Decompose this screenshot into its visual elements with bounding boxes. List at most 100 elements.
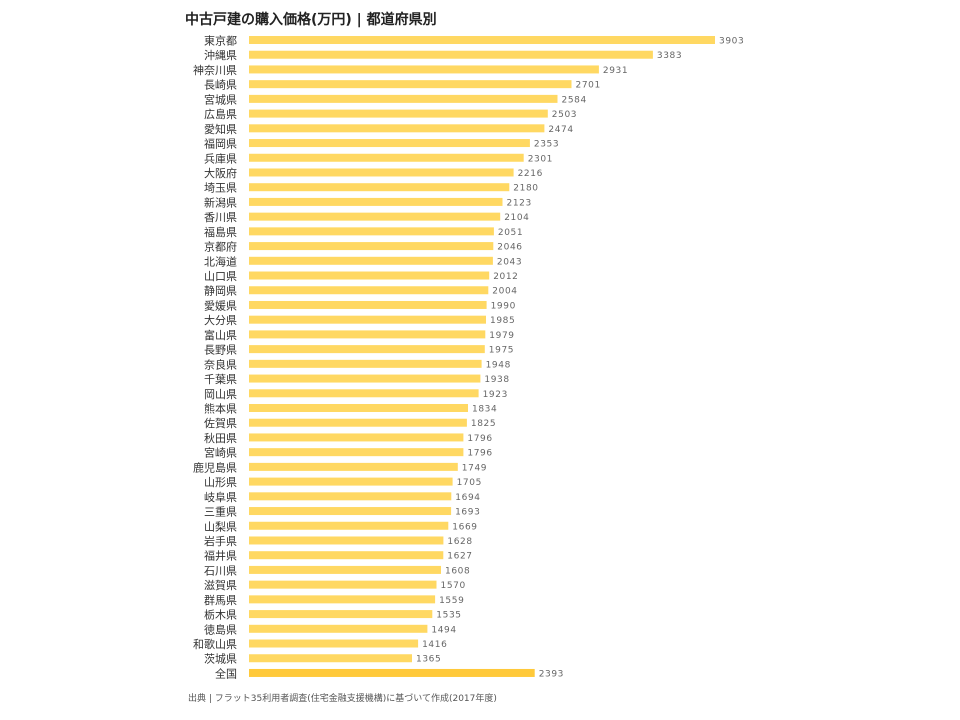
category-label: 茨城県: [204, 652, 237, 666]
value-label: 3383: [657, 51, 682, 61]
category-label: 兵庫県: [204, 151, 237, 165]
bar: [249, 80, 572, 89]
bar: [249, 330, 486, 339]
bar: [249, 462, 458, 471]
bar: [249, 139, 530, 148]
category-label: 徳島県: [204, 622, 237, 636]
value-label: 1694: [455, 493, 480, 503]
value-label: 2123: [507, 198, 532, 208]
value-label: 1628: [447, 537, 472, 547]
category-label: 全国: [215, 666, 237, 680]
bar: [249, 536, 444, 545]
bar: [249, 448, 464, 457]
category-label: 鹿児島県: [193, 460, 237, 474]
value-label: 1975: [489, 346, 514, 356]
category-label: 宮城県: [204, 92, 237, 106]
bar: [249, 374, 481, 383]
value-label: 2474: [548, 125, 573, 135]
category-label: 埼玉県: [204, 181, 237, 195]
bar: [249, 492, 452, 501]
category-label: 秋田県: [204, 431, 237, 445]
category-label: 群馬県: [204, 593, 237, 607]
category-label: 京都府: [204, 240, 237, 254]
category-label: 新潟県: [204, 195, 237, 209]
value-label: 2104: [504, 213, 529, 223]
category-label: 岡山県: [204, 388, 237, 401]
bar: [249, 551, 444, 560]
value-label: 2043: [497, 257, 522, 267]
bar: [249, 94, 558, 103]
category-label: 福島県: [204, 225, 237, 239]
value-label: 2393: [539, 669, 564, 679]
value-label: 2503: [552, 110, 577, 120]
value-label: 2051: [498, 228, 523, 238]
category-label: 滋賀県: [204, 579, 237, 592]
value-label: 1494: [431, 625, 456, 635]
value-label: 1669: [452, 522, 477, 532]
value-label: 1608: [445, 566, 470, 576]
value-label: 1796: [467, 434, 492, 444]
category-label: 大阪府: [204, 166, 237, 180]
bar: [249, 359, 482, 368]
bar: [249, 286, 489, 295]
category-label: 愛媛県: [204, 298, 237, 312]
value-label: 1796: [467, 449, 492, 459]
bar: [249, 242, 494, 251]
category-label: 山形県: [204, 476, 237, 489]
bar: [249, 153, 524, 162]
bar: [249, 315, 486, 324]
bar: [249, 109, 548, 118]
value-label: 2004: [492, 287, 517, 297]
source-note: 出典 | フラット35利用者調査(住宅金融支援機構)に基づいて作成(2017年度…: [188, 694, 497, 704]
value-label: 1825: [471, 419, 496, 429]
bar: [249, 124, 545, 133]
bar: [249, 183, 510, 192]
category-label: 三重県: [204, 505, 237, 519]
category-label: 広島県: [204, 107, 237, 121]
bar: [249, 595, 436, 604]
category-label: 大分県: [204, 313, 237, 327]
value-label: 1693: [455, 508, 480, 518]
bar: [249, 639, 419, 648]
bar: [249, 418, 467, 427]
category-label: 千葉県: [204, 372, 237, 386]
value-label: 2046: [497, 243, 522, 253]
bar: [249, 168, 514, 177]
value-label: 2216: [518, 169, 543, 179]
category-label: 宮崎県: [204, 446, 237, 460]
bar: [249, 300, 487, 309]
value-label: 3903: [719, 37, 744, 47]
category-label: 神奈川県: [193, 63, 237, 77]
value-label: 1979: [489, 331, 514, 341]
value-label: 1535: [436, 611, 461, 621]
bar: [249, 36, 715, 44]
bar-total: [249, 668, 535, 677]
category-label: 佐賀県: [204, 416, 237, 430]
category-label: 静岡県: [204, 284, 237, 298]
bar: [249, 565, 441, 574]
bar: [249, 433, 464, 442]
category-label: 沖縄県: [204, 48, 237, 62]
category-label: 山梨県: [204, 519, 237, 533]
value-label: 1923: [483, 390, 508, 400]
value-label: 1990: [491, 301, 516, 311]
category-label: 東京都: [204, 34, 237, 48]
value-label: 1627: [447, 552, 472, 562]
category-label: 富山県: [204, 328, 237, 342]
bar: [249, 624, 428, 633]
category-label: 熊本県: [204, 402, 237, 416]
bar: [249, 65, 599, 74]
bar: [249, 507, 452, 516]
bar: [249, 271, 490, 280]
value-label: 1365: [416, 655, 441, 665]
bar: [249, 256, 493, 265]
category-label: 栃木県: [204, 608, 237, 622]
bar: [249, 389, 479, 398]
value-label: 1705: [457, 478, 482, 488]
value-label: 2012: [493, 272, 518, 282]
value-label: 1938: [484, 375, 509, 385]
bar: [249, 345, 485, 354]
value-label: 2301: [528, 154, 553, 164]
value-label: 1834: [472, 405, 497, 415]
category-label: 香川県: [204, 211, 237, 224]
